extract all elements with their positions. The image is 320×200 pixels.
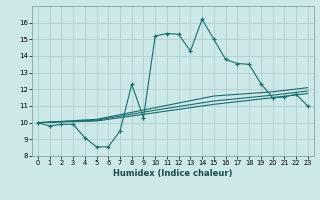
- X-axis label: Humidex (Indice chaleur): Humidex (Indice chaleur): [113, 169, 233, 178]
